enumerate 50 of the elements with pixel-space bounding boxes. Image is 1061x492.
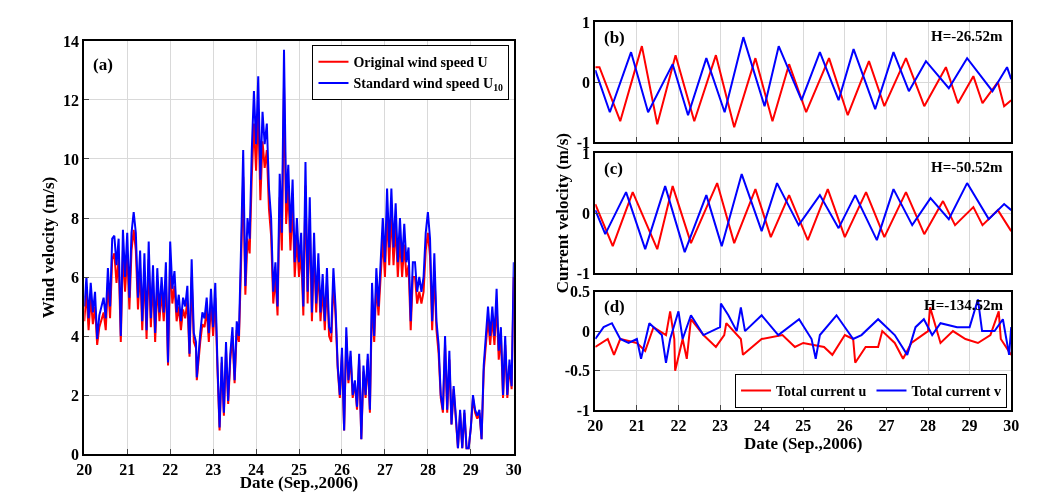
y-tick-label: 12	[63, 91, 80, 109]
x-tick-label: 21	[119, 461, 136, 479]
y-tick-label: -0.5	[564, 362, 591, 380]
y-tick-label: 0	[582, 73, 591, 91]
y-axis-title: Wind velocity (m/s)	[39, 176, 59, 319]
y-tick-label: -1	[576, 264, 591, 282]
x-tick-label: 22	[670, 417, 687, 435]
x-tick-label: 22	[162, 461, 179, 479]
line-series	[595, 45, 1012, 129]
y-tick-label: 0.5	[570, 283, 591, 301]
y-tick-label: 8	[71, 209, 80, 227]
x-tick-label: 29	[961, 417, 978, 435]
line-series	[595, 298, 1012, 364]
x-tick-label: 23	[712, 417, 729, 435]
y-tick-label: 10	[63, 150, 80, 168]
y-tick-label: 0	[582, 204, 591, 222]
y-tick-label: 2	[71, 386, 80, 404]
legend-label: Original wind speed U	[353, 55, 488, 71]
x-tick-label: 28	[419, 461, 436, 479]
x-tick-label: 20	[587, 417, 604, 435]
legend-label: Standard wind speed U$_{10}$	[353, 76, 504, 94]
x-tick-label: 25	[795, 417, 812, 435]
x-tick-label: 21	[628, 417, 645, 435]
x-tick-label: 27	[376, 461, 393, 479]
x-axis-title: Date (Sep.,2006)	[743, 434, 863, 454]
y-tick-label: 14	[63, 32, 80, 50]
annotation: H=-50.52m	[931, 159, 1003, 175]
x-tick-label: 30	[1003, 417, 1020, 435]
y-tick-label: 0	[582, 322, 591, 340]
annotation: (d)	[604, 297, 625, 316]
annotation: (b)	[604, 28, 625, 47]
y-tick-label: -1	[576, 401, 591, 419]
x-tick-label: 23	[205, 461, 222, 479]
x-tick-label: 20	[76, 461, 93, 479]
annotation: H=-26.52m	[931, 28, 1003, 44]
y-tick-label: 6	[71, 268, 80, 286]
x-tick-label: 27	[878, 417, 895, 435]
y-tick-label: 1	[582, 13, 591, 31]
legend-label: Total current u	[776, 383, 867, 399]
x-tick-label: 29	[462, 461, 479, 479]
x-tick-label: 24	[753, 417, 770, 435]
y-tick-label: 0	[71, 445, 80, 463]
x-tick-label: 28	[920, 417, 937, 435]
x-tick-label: 26	[836, 417, 853, 435]
x-tick-label: 30	[505, 461, 522, 479]
x-tick-label: 25	[291, 461, 308, 479]
legend-label: Total current v	[911, 383, 1001, 399]
annotation: (c)	[604, 159, 623, 178]
annotation: (a)	[93, 55, 113, 74]
y-tick-label: 4	[71, 327, 80, 345]
